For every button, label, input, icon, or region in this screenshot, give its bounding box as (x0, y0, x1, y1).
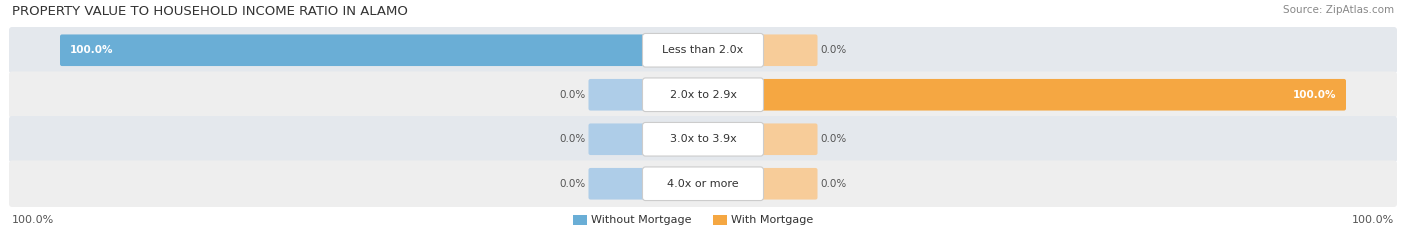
Text: 0.0%: 0.0% (560, 134, 585, 144)
FancyBboxPatch shape (8, 72, 1398, 118)
Text: 100.0%: 100.0% (1292, 90, 1336, 100)
Text: Less than 2.0x: Less than 2.0x (662, 45, 744, 55)
FancyBboxPatch shape (643, 122, 763, 156)
Text: Without Mortgage: Without Mortgage (591, 215, 692, 225)
Text: 3.0x to 3.9x: 3.0x to 3.9x (669, 134, 737, 144)
FancyBboxPatch shape (758, 34, 817, 66)
Text: With Mortgage: With Mortgage (731, 215, 813, 225)
Text: 100.0%: 100.0% (13, 215, 55, 225)
FancyBboxPatch shape (589, 124, 648, 155)
FancyBboxPatch shape (589, 168, 648, 200)
Text: 0.0%: 0.0% (560, 179, 585, 189)
Text: 2.0x to 2.9x: 2.0x to 2.9x (669, 90, 737, 100)
FancyBboxPatch shape (8, 161, 1398, 207)
Text: 0.0%: 0.0% (821, 45, 846, 55)
Text: PROPERTY VALUE TO HOUSEHOLD INCOME RATIO IN ALAMO: PROPERTY VALUE TO HOUSEHOLD INCOME RATIO… (13, 5, 408, 18)
FancyBboxPatch shape (8, 116, 1398, 162)
FancyBboxPatch shape (8, 27, 1398, 73)
FancyBboxPatch shape (60, 34, 648, 66)
FancyBboxPatch shape (643, 78, 763, 112)
FancyBboxPatch shape (574, 215, 586, 225)
Text: 0.0%: 0.0% (821, 179, 846, 189)
Text: 4.0x or more: 4.0x or more (668, 179, 738, 189)
FancyBboxPatch shape (713, 215, 727, 225)
FancyBboxPatch shape (758, 168, 817, 200)
FancyBboxPatch shape (643, 167, 763, 201)
Text: 100.0%: 100.0% (1351, 215, 1393, 225)
Text: 0.0%: 0.0% (560, 90, 585, 100)
FancyBboxPatch shape (758, 79, 1346, 110)
Text: Source: ZipAtlas.com: Source: ZipAtlas.com (1282, 5, 1393, 15)
FancyBboxPatch shape (643, 33, 763, 67)
FancyBboxPatch shape (758, 124, 817, 155)
Text: 0.0%: 0.0% (821, 134, 846, 144)
Text: 100.0%: 100.0% (70, 45, 114, 55)
FancyBboxPatch shape (589, 79, 648, 110)
